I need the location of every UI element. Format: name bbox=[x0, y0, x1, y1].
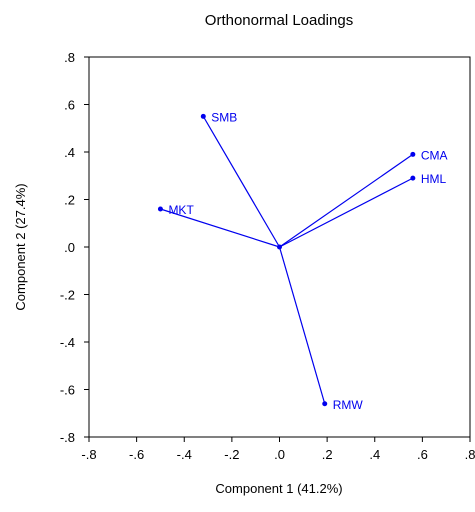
x-tick-label: .6 bbox=[417, 447, 428, 462]
y-tick-label: -.4 bbox=[60, 335, 75, 350]
point-smb bbox=[200, 113, 206, 119]
point-label-smb: SMB bbox=[211, 110, 237, 124]
point-label-cma: CMA bbox=[421, 148, 448, 162]
y-tick-label: -.6 bbox=[60, 383, 75, 398]
vector-mkt bbox=[160, 208, 280, 248]
y-tick-label: .6 bbox=[64, 98, 75, 113]
y-axis-label: Component 2 (27.4%) bbox=[13, 183, 28, 310]
vector-hml bbox=[279, 177, 414, 248]
point-hml bbox=[410, 175, 416, 181]
x-tick-label: .4 bbox=[369, 447, 380, 462]
loading-points: SMB CMA HML MKT RMW bbox=[157, 110, 448, 412]
y-tick-label: .0 bbox=[64, 240, 75, 255]
x-tick-label: -.6 bbox=[129, 447, 144, 462]
x-tick-label: -.8 bbox=[81, 447, 96, 462]
vector-smb bbox=[202, 116, 281, 248]
vector-cma bbox=[279, 153, 414, 248]
vector-rmw bbox=[278, 246, 326, 404]
x-tick-label: -.4 bbox=[177, 447, 192, 462]
point-rmw bbox=[322, 401, 328, 407]
x-tick-label: -.2 bbox=[224, 447, 239, 462]
loading-vectors bbox=[160, 116, 414, 404]
chart-title: Orthonormal Loadings bbox=[205, 12, 353, 29]
x-axis-label: Component 1 (41.2%) bbox=[215, 481, 342, 496]
y-tick-label: -.8 bbox=[60, 430, 75, 445]
point-label-mkt: MKT bbox=[168, 203, 194, 217]
y-tick-label: .8 bbox=[64, 50, 75, 65]
point-label-rmw: RMW bbox=[333, 398, 364, 412]
x-tick-label: .0 bbox=[274, 447, 285, 462]
y-tick-label: .2 bbox=[64, 193, 75, 208]
y-tick-label: -.2 bbox=[60, 288, 75, 303]
x-tick-label: .8 bbox=[465, 447, 475, 462]
y-tick-label: .4 bbox=[64, 145, 75, 160]
origin-point bbox=[277, 244, 282, 250]
x-tick-label: .2 bbox=[322, 447, 333, 462]
point-label-hml: HML bbox=[421, 172, 447, 186]
point-mkt bbox=[157, 206, 163, 212]
y-axis: -.8 -.6 -.4 -.2 .0 .2 .4 .6 .8 bbox=[60, 50, 89, 445]
point-cma bbox=[410, 151, 416, 157]
x-axis: -.8 -.6 -.4 -.2 .0 .2 .4 .6 .8 bbox=[81, 437, 475, 462]
